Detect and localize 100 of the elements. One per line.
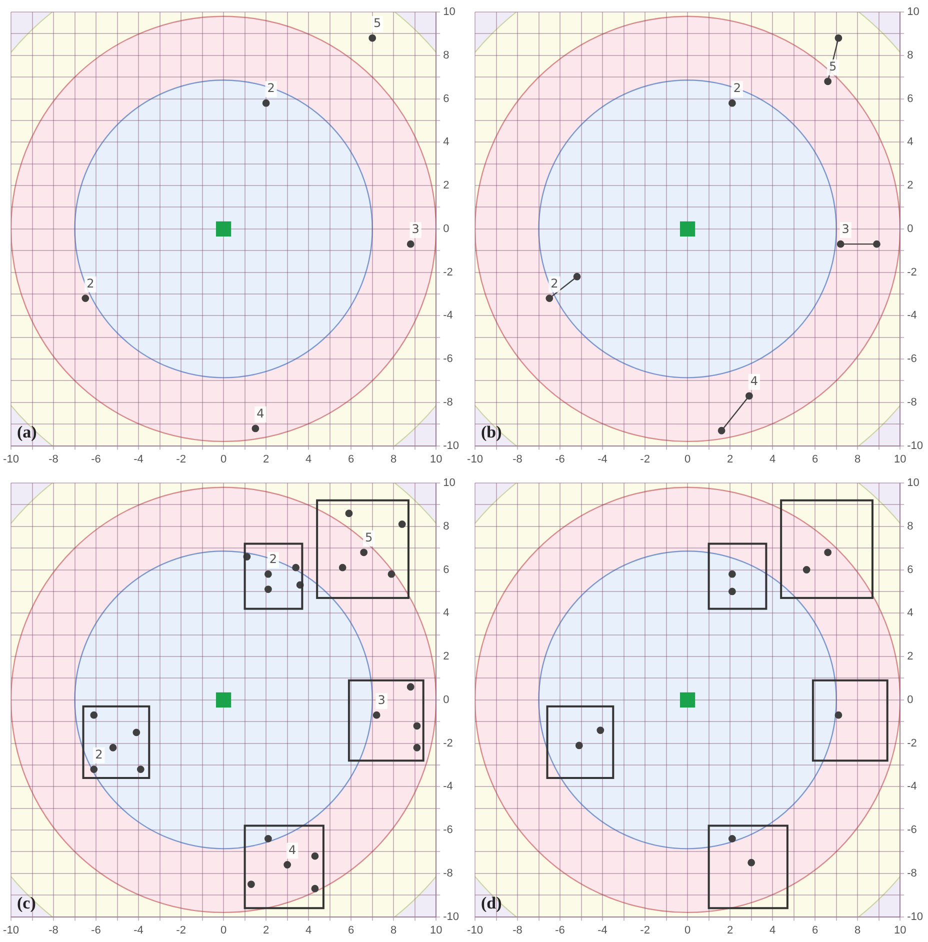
y-tick-label: 10	[443, 477, 456, 490]
y-tick-label: 2	[907, 180, 914, 192]
x-tick-label: 4	[770, 924, 776, 936]
point	[413, 722, 421, 730]
y-tick-label: -4	[907, 780, 917, 793]
series-label: 3	[412, 222, 420, 236]
point	[372, 711, 380, 719]
y-tick-label: 6	[443, 564, 450, 576]
x-tick-label: -2	[640, 453, 650, 466]
y-tick-label: -8	[443, 396, 453, 408]
point	[413, 744, 421, 752]
y-tick-label: -10	[443, 440, 460, 452]
y-tick-label: -6	[907, 353, 917, 366]
y-tick-label: -8	[443, 867, 453, 880]
x-tick-label: -8	[512, 453, 522, 466]
series-label: 2	[86, 276, 94, 290]
y-tick-label: 0	[443, 694, 450, 706]
x-tick-label: -10	[467, 453, 483, 466]
series-label: 2	[269, 552, 278, 566]
point	[136, 766, 144, 774]
point	[802, 566, 810, 574]
series-label: 5	[829, 60, 837, 74]
point	[109, 744, 117, 752]
y-tick-label: 0	[443, 222, 450, 235]
y-tick-label: 2	[907, 650, 914, 663]
annotation: (c)	[17, 894, 36, 913]
x-tick-label: 4	[306, 924, 312, 936]
point	[252, 424, 260, 432]
series-label: 4	[256, 406, 264, 421]
point	[748, 858, 756, 866]
point	[311, 852, 319, 860]
point	[836, 240, 844, 248]
y-tick-label: -10	[443, 910, 460, 923]
y-tick-label: 4	[443, 136, 450, 148]
point	[311, 884, 319, 892]
point	[728, 99, 736, 107]
x-tick-label: -6	[555, 453, 565, 466]
y-tick-label: -4	[443, 780, 453, 793]
point	[728, 570, 736, 578]
y-tick-label: 4	[443, 607, 450, 620]
series-label: 4	[288, 842, 296, 857]
series-label: 4	[750, 374, 758, 388]
x-tick-label: -4	[134, 924, 144, 936]
y-tick-label: 4	[907, 136, 914, 148]
x-tick-label: 0	[684, 924, 691, 936]
point	[264, 570, 272, 578]
y-tick-label: -4	[443, 310, 453, 322]
point	[132, 728, 140, 736]
point	[90, 766, 98, 774]
y-tick-label: 6	[907, 564, 914, 576]
y-tick-label: -6	[443, 824, 453, 836]
point	[82, 294, 90, 302]
y-tick-label: -6	[907, 824, 917, 836]
point	[596, 726, 604, 734]
y-tick-label: 6	[907, 92, 914, 105]
point	[824, 78, 832, 86]
x-tick-label: -4	[598, 924, 608, 936]
y-tick-label: -8	[907, 396, 917, 408]
series-label: 5	[374, 16, 382, 30]
point	[834, 34, 842, 42]
x-tick-label: 8	[854, 924, 861, 936]
x-tick-label: 6	[812, 924, 818, 936]
y-tick-label: -8	[907, 867, 917, 880]
x-tick-label: 6	[348, 453, 354, 466]
point	[264, 835, 272, 842]
y-tick-label: 6	[443, 92, 450, 105]
series-label: 2	[95, 747, 103, 762]
y-tick-label: 0	[907, 222, 914, 235]
series-label: 2	[267, 81, 275, 96]
x-tick-label: 0	[684, 453, 691, 466]
x-tick-label: -10	[3, 453, 19, 466]
x-tick-label: 8	[854, 453, 861, 466]
point	[824, 548, 832, 556]
y-tick-label: -10	[907, 910, 924, 923]
point	[718, 426, 726, 434]
y-tick-label: 10	[443, 6, 456, 18]
y-tick-label: 8	[443, 520, 450, 532]
x-tick-label: -6	[91, 453, 101, 466]
point	[406, 683, 414, 691]
x-tick-label: -6	[91, 924, 101, 936]
annotation: (b)	[481, 422, 502, 442]
x-tick-label: -4	[598, 453, 608, 466]
y-tick-label: -6	[443, 353, 453, 366]
series-label: 2	[733, 81, 742, 96]
x-tick-label: -10	[467, 924, 483, 936]
y-tick-label: 10	[907, 477, 920, 490]
point	[388, 570, 396, 578]
point	[728, 588, 736, 596]
x-tick-label: 6	[812, 453, 818, 466]
point	[546, 294, 554, 302]
x-tick-label: -8	[48, 924, 58, 936]
point	[247, 880, 255, 888]
series-label: 5	[365, 530, 373, 545]
series-label: 3	[378, 693, 386, 708]
x-tick-label: 2	[727, 453, 734, 466]
y-tick-label: -4	[907, 310, 917, 322]
x-tick-label: -4	[134, 453, 144, 466]
x-tick-label: 8	[390, 924, 397, 936]
y-tick-label: 8	[907, 49, 914, 62]
point	[284, 861, 292, 868]
